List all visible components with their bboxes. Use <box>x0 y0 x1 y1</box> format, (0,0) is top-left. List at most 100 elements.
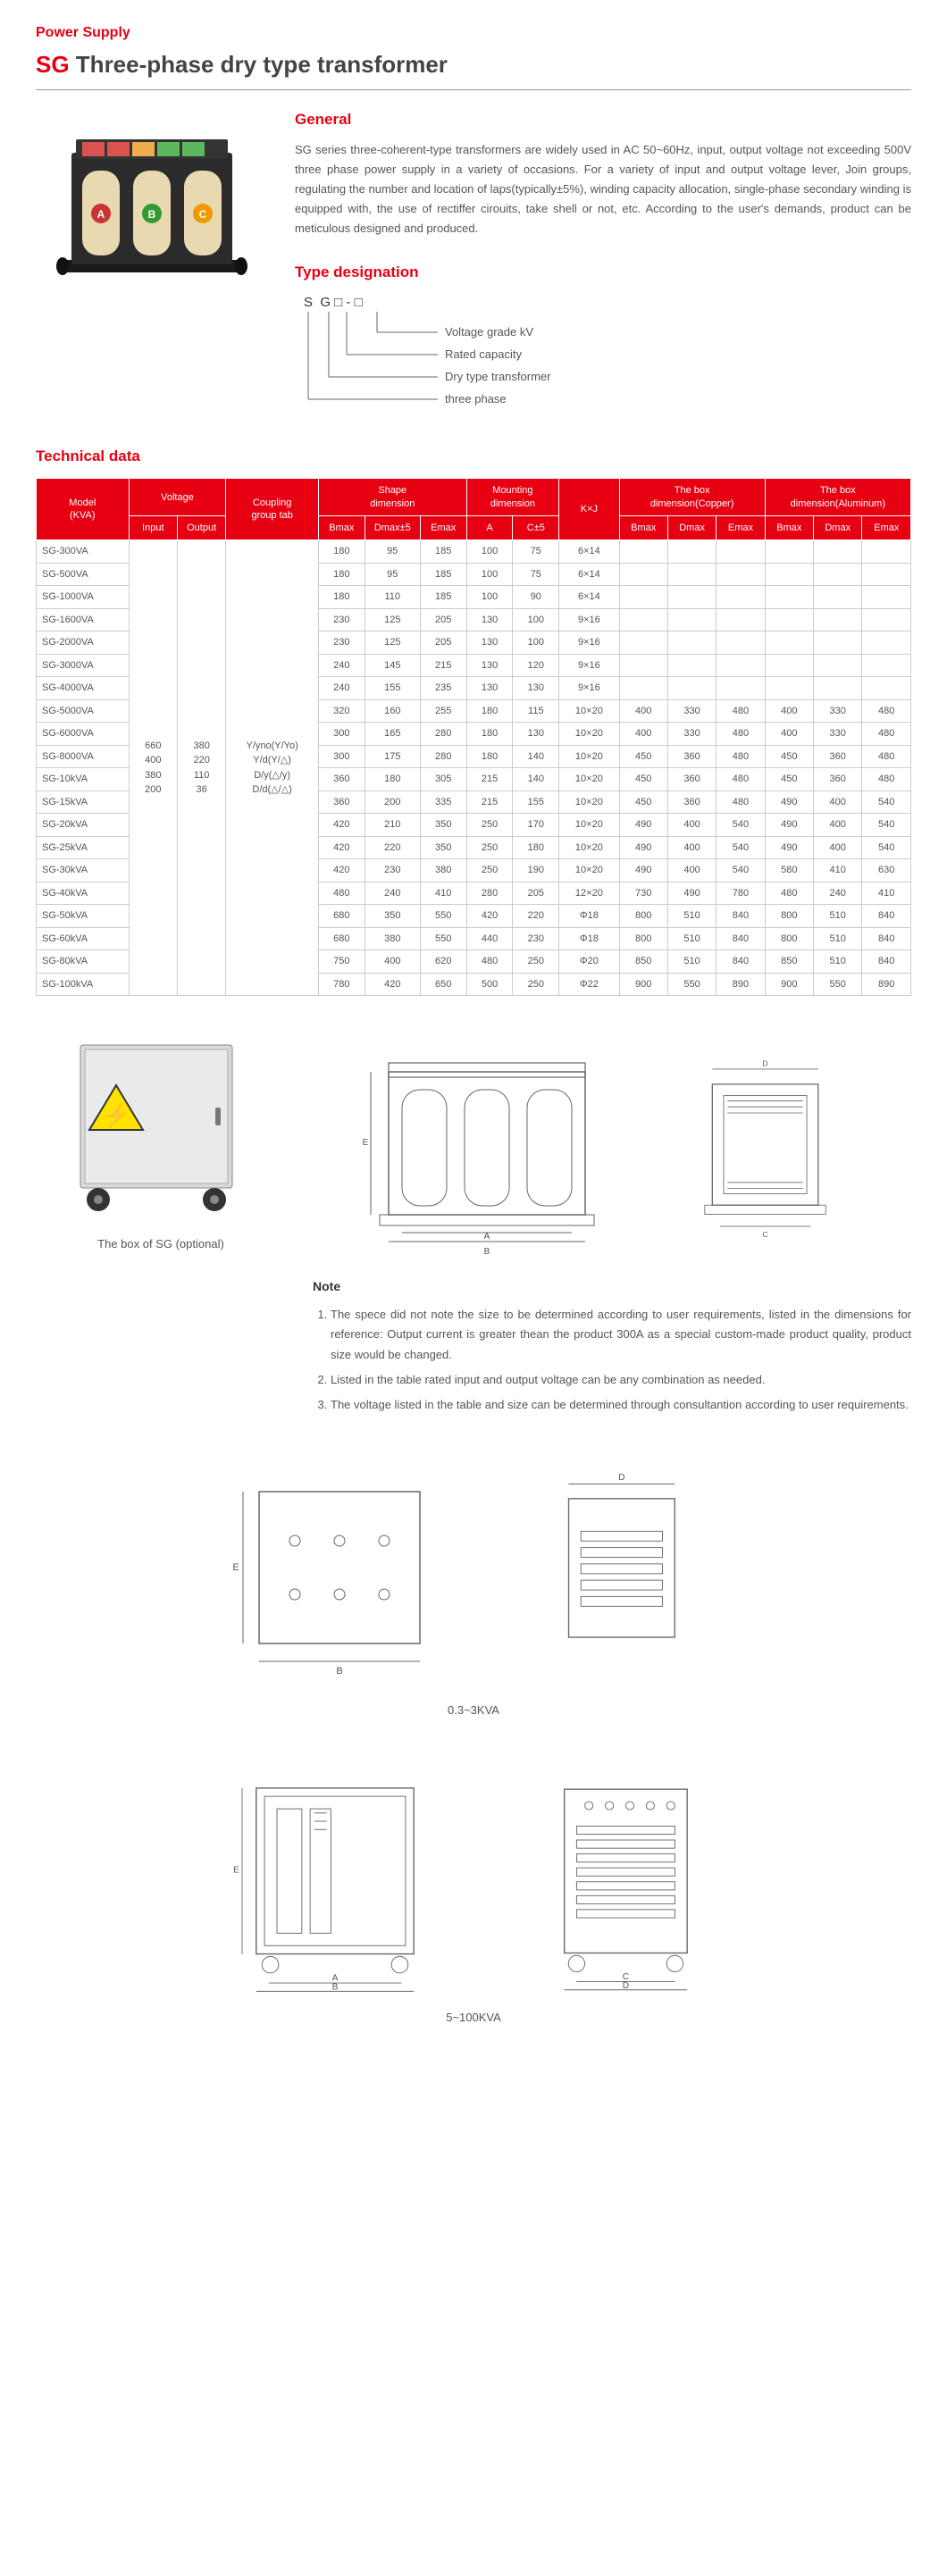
cell-value: 840 <box>717 905 765 928</box>
cell-model: SG-50kVA <box>37 905 130 928</box>
cell-value: 680 <box>318 927 365 950</box>
cell-model: SG-500VA <box>37 563 130 586</box>
cell-value <box>667 563 716 586</box>
cell-value: 420 <box>318 859 365 882</box>
svg-text:A: A <box>97 208 105 221</box>
cell-value <box>619 631 667 655</box>
th-cu-bmax: Bmax <box>619 516 667 540</box>
cell-value: 75 <box>513 540 559 564</box>
cell-value: 400 <box>365 950 420 974</box>
cell-value: 400 <box>619 699 667 723</box>
cell-value <box>619 654 667 677</box>
cell-value: 510 <box>667 950 716 974</box>
diagram-side: D C <box>675 1036 871 1268</box>
cell-value: 240 <box>318 654 365 677</box>
cell-model: SG-8000VA <box>37 745 130 768</box>
cell-value: 230 <box>365 859 420 882</box>
bottom-section: ⚡ The box of SG (optional) A B <box>36 1023 911 1419</box>
cell-value: 280 <box>466 882 513 905</box>
dimension-diagrams: B E D 0.3~3KVA A <box>36 1456 911 2027</box>
cell-value: 850 <box>765 950 813 974</box>
cell-value: 9×16 <box>559 631 619 655</box>
cell-value: 6×14 <box>559 586 619 609</box>
th-al-dmax: Dmax <box>814 516 862 540</box>
cell-value: 540 <box>717 814 765 837</box>
dim-large-front: A B E <box>219 1763 451 1995</box>
cell-value: 95 <box>365 540 420 564</box>
cell-value: 780 <box>717 882 765 905</box>
cell-value: 550 <box>814 973 862 996</box>
cell-value: 9×16 <box>559 677 619 700</box>
cell-value: 205 <box>513 882 559 905</box>
cell-value <box>667 540 716 564</box>
cell-value <box>862 677 911 700</box>
th-al-emax: Emax <box>862 516 911 540</box>
cell-value: 900 <box>619 973 667 996</box>
cell-value <box>862 631 911 655</box>
cell-value: 180 <box>318 563 365 586</box>
cell-value: 205 <box>420 608 466 631</box>
cell-model: SG-25kVA <box>37 836 130 859</box>
cell-value: 890 <box>717 973 765 996</box>
cell-model: SG-2000VA <box>37 631 130 655</box>
dim-small-front: B E <box>223 1456 456 1688</box>
cell-model: SG-4000VA <box>37 677 130 700</box>
cell-value: 410 <box>814 859 862 882</box>
svg-text:E: E <box>232 1562 239 1573</box>
cell-value: 10×20 <box>559 836 619 859</box>
th-cu-emax: Emax <box>717 516 765 540</box>
cell-model: SG-80kVA <box>37 950 130 974</box>
cell-value: 350 <box>420 814 466 837</box>
svg-text:B: B <box>484 1247 490 1257</box>
cell-value: 490 <box>765 836 813 859</box>
cell-value: 450 <box>765 745 813 768</box>
cell-value: 215 <box>466 768 513 791</box>
cell-value: 235 <box>420 677 466 700</box>
cell-value <box>619 677 667 700</box>
cell-value: 840 <box>717 950 765 974</box>
cell-value: 450 <box>619 745 667 768</box>
dim-row-small: B E D <box>36 1456 911 1688</box>
cell-value: 380 <box>420 859 466 882</box>
data-table: Model(KVA) Voltage Couplinggroup tab Sha… <box>36 478 911 996</box>
cell-value: 185 <box>420 563 466 586</box>
cell-value: 420 <box>466 905 513 928</box>
th-shape: Shapedimension <box>318 479 466 516</box>
cell-value: Φ18 <box>559 905 619 928</box>
cell-value: 360 <box>318 768 365 791</box>
cell-value: 490 <box>765 814 813 837</box>
cell-value: 10×20 <box>559 723 619 746</box>
note-item: The spece did not note the size to be de… <box>331 1305 911 1364</box>
cell-value: 9×16 <box>559 654 619 677</box>
type-label-0: Voltage grade kV <box>445 325 533 339</box>
cell-value <box>814 586 862 609</box>
cell-value: 130 <box>513 723 559 746</box>
title-prefix: SG <box>36 51 70 78</box>
cell-value: 240 <box>814 882 862 905</box>
table-row: SG-300VA66040038020038022011036Y/yno(Y/Y… <box>37 540 911 564</box>
cell-voltage-output: 38022011036 <box>177 540 225 996</box>
th-voltage: Voltage <box>129 479 226 516</box>
general-text: SG series three-coherent-type transforme… <box>295 140 911 238</box>
note-item: The voltage listed in the table and size… <box>331 1395 911 1415</box>
title-rest: Three-phase dry type transformer <box>70 51 448 78</box>
svg-text:S G □ - □: S G □ - □ <box>304 295 363 310</box>
dim-row-large: A B E C D <box>36 1763 911 1995</box>
note-item: Listed in the table rated input and outp… <box>331 1370 911 1390</box>
cell-value: 120 <box>513 654 559 677</box>
svg-text:⚡: ⚡ <box>102 1101 130 1129</box>
cell-value <box>765 563 813 586</box>
cell-value: 220 <box>513 905 559 928</box>
cell-value: 780 <box>318 973 365 996</box>
cell-model: SG-5000VA <box>37 699 130 723</box>
cell-value: 450 <box>619 768 667 791</box>
cell-value: 510 <box>667 905 716 928</box>
cell-value: 480 <box>318 882 365 905</box>
cell-value: 800 <box>765 927 813 950</box>
cell-value <box>765 654 813 677</box>
cell-value: 540 <box>862 836 911 859</box>
cell-value: 180 <box>318 540 365 564</box>
cell-value <box>619 608 667 631</box>
cell-model: SG-15kVA <box>37 790 130 814</box>
cell-value: 90 <box>513 586 559 609</box>
